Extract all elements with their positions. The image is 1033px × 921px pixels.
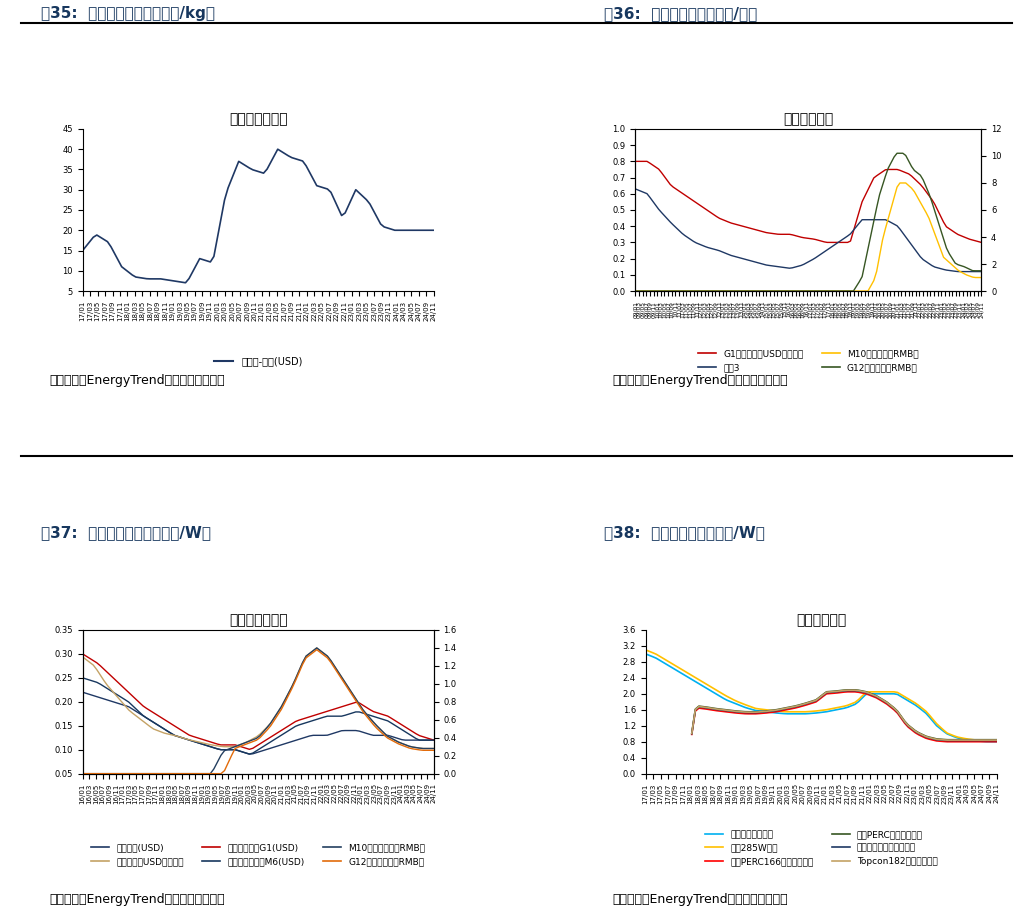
Text: 数据来源：EnergyTrend，东吴证券研究所: 数据来源：EnergyTrend，东吴证券研究所 bbox=[50, 374, 225, 387]
Text: 图36:  硅片价格走势（美元/片）: 图36: 硅片价格走势（美元/片） bbox=[604, 6, 757, 20]
Text: 图37:  电池片价格走势（美元/W）: 图37: 电池片价格走势（美元/W） bbox=[41, 525, 212, 540]
Text: 图35:  多晶硅价格走势（美元/kg）: 图35: 多晶硅价格走势（美元/kg） bbox=[41, 6, 215, 20]
Legend: G1单晶硅片（USD，左轴）, 系列3, M10单晶硅片（RMB）, G12单晶硅片（RMB）: G1单晶硅片（USD，左轴）, 系列3, M10单晶硅片（RMB）, G12单晶… bbox=[694, 346, 922, 376]
Text: 数据来源：EnergyTrend，东吴证券研究所: 数据来源：EnergyTrend，东吴证券研究所 bbox=[613, 893, 788, 906]
Title: 组件每周价格: 组件每周价格 bbox=[796, 613, 846, 627]
Title: 多晶硅每周价格: 多晶硅每周价格 bbox=[229, 112, 287, 126]
Title: 电池片每周价格: 电池片每周价格 bbox=[229, 613, 287, 627]
Text: 数据来源：EnergyTrend，东吴证券研究所: 数据来源：EnergyTrend，东吴证券研究所 bbox=[613, 374, 788, 387]
Text: 数据来源：EnergyTrend，东吴证券研究所: 数据来源：EnergyTrend，东吴证券研究所 bbox=[50, 893, 225, 906]
Title: 硅片每周价格: 硅片每周价格 bbox=[783, 112, 834, 126]
Legend: 多晶硅-全球(USD): 多晶硅-全球(USD) bbox=[210, 353, 307, 370]
Text: 图38:  组件价格走势（美元/W）: 图38: 组件价格走势（美元/W） bbox=[604, 525, 765, 540]
Legend: 多晶组件（一线）, 单晶285W组件, 单晶PERC166组件（单面）, 单晶PERC组件（双面）, 单晶大尺寸组件（单面）, Topcon182组件（双面）: 多晶组件（一线）, 单晶285W组件, 单晶PERC166组件（单面）, 单晶P… bbox=[701, 826, 941, 869]
Legend: 多晶电池(USD), 单晶电池（USD，左轴）, 高效单晶电池G1(USD), 特高效单晶电池M6(USD), M10单晶电池片（RMB）, G12单晶电池片（: 多晶电池(USD), 单晶电池（USD，左轴）, 高效单晶电池G1(USD), … bbox=[88, 840, 429, 869]
